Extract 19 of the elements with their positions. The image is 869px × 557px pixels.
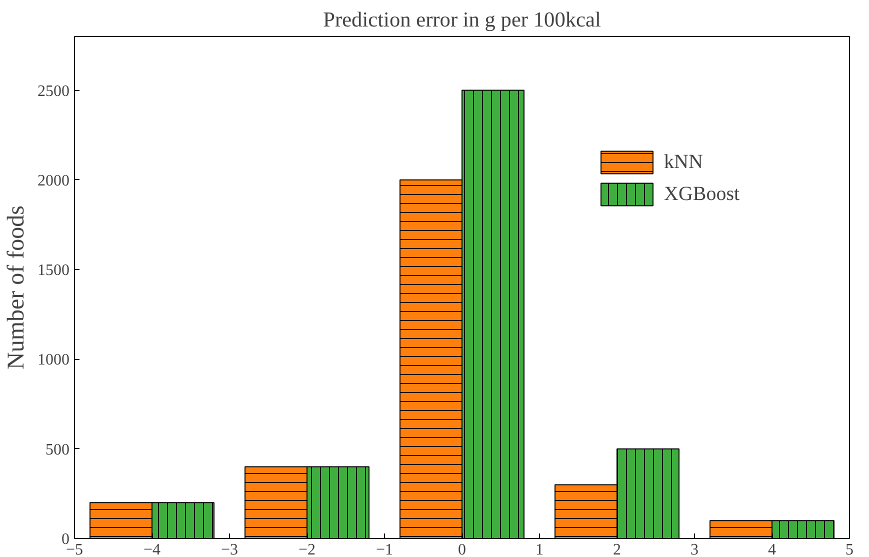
x-tick-label: −1 (376, 542, 394, 557)
x-tick-label: −4 (143, 542, 161, 557)
x-tick-label: 3 (690, 542, 698, 557)
y-axis-title: Number of foods (4, 206, 30, 370)
y-tick-label: 2000 (38, 172, 70, 190)
y-tick-label: 1000 (38, 352, 70, 369)
chart-title: Prediction error in g per 100kcal (323, 8, 601, 32)
y-tick-label: 2500 (38, 82, 70, 100)
x-tick-label: 0 (458, 542, 466, 557)
y-tick-label: 500 (46, 441, 70, 458)
x-tick-label: 5 (846, 542, 854, 557)
x-tick-label: 2 (613, 542, 621, 557)
x-tick-label: 1 (536, 542, 544, 557)
x-tick-label: −3 (220, 542, 238, 557)
legend-label: kNN (664, 150, 703, 174)
y-tick-label: 1500 (38, 262, 70, 280)
x-tick-label: −2 (298, 542, 316, 557)
legend-label: XGBoost (664, 182, 740, 206)
x-tick-label: 4 (768, 542, 776, 557)
